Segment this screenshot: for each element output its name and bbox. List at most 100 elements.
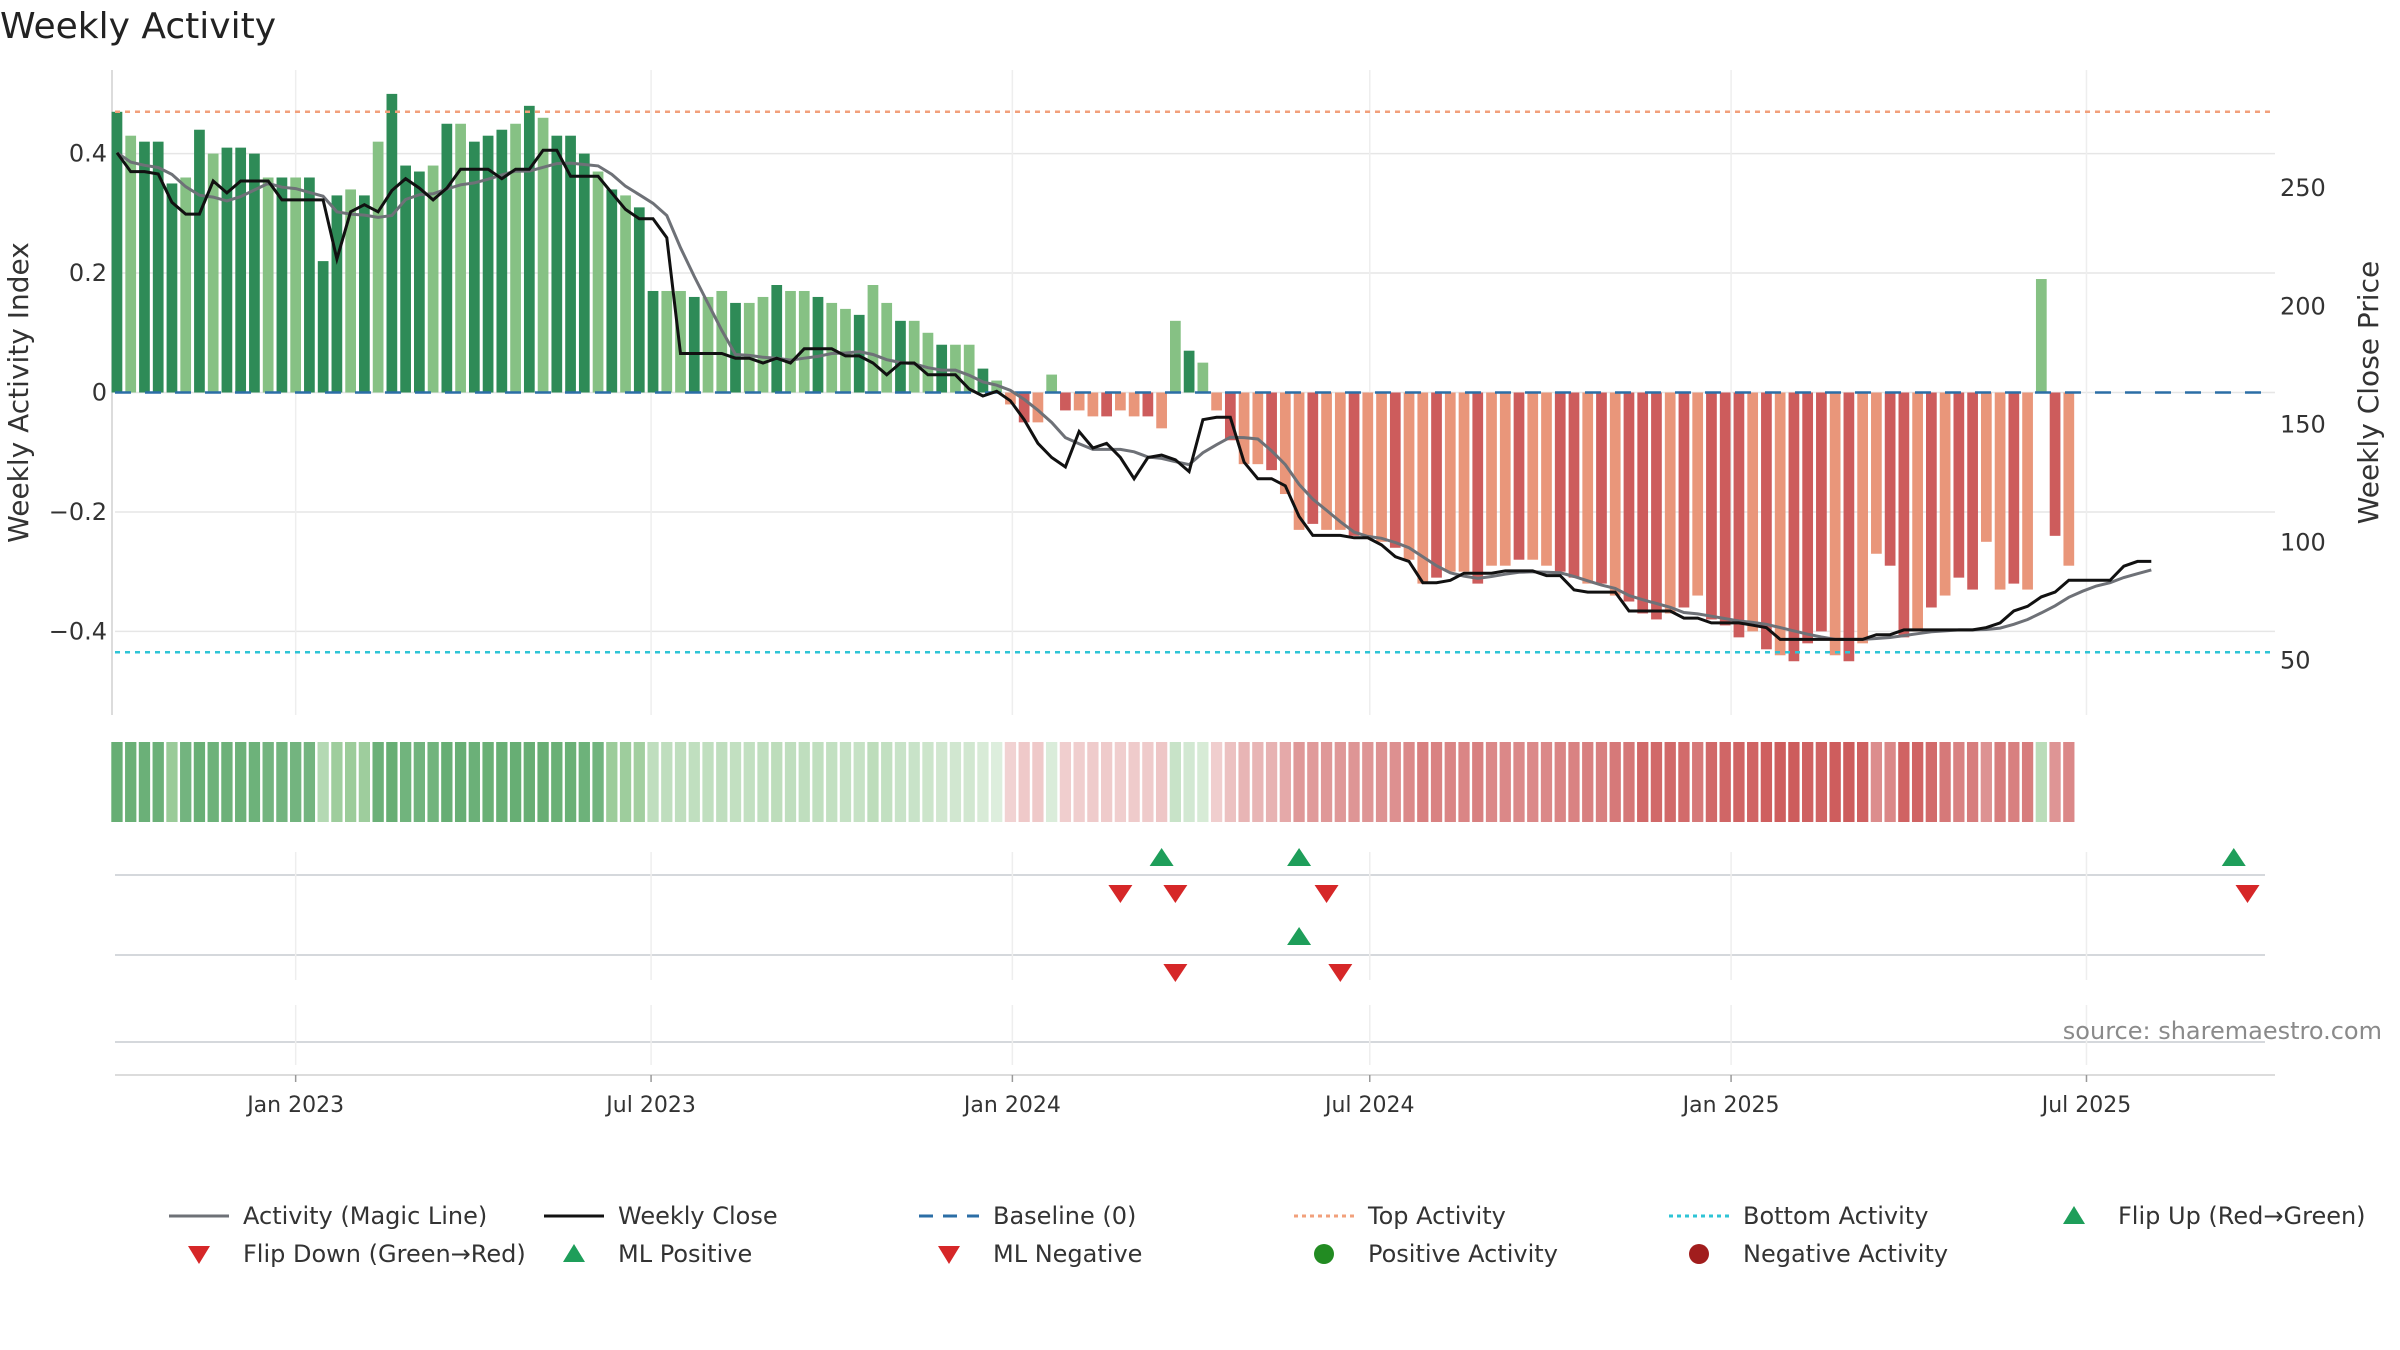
activity-bar (1403, 392, 1415, 560)
activity-bar (1706, 392, 1717, 620)
heat-strip-cell (1857, 742, 1869, 822)
activity-bar (1334, 392, 1346, 530)
activity-bar (1829, 392, 1841, 656)
heat-strip-cell (1843, 742, 1855, 822)
activity-bar (771, 285, 783, 393)
heat-strip-cell (977, 742, 989, 822)
activity-bar (345, 189, 356, 393)
activity-bar (194, 129, 205, 393)
chart-title: Weekly Activity (0, 6, 276, 47)
heat-strip-cell (798, 742, 810, 822)
activity-bar (400, 165, 411, 393)
heat-strip-cell (468, 742, 480, 822)
heat-strip-cell (1980, 742, 1992, 822)
heat-strip-cell (276, 742, 288, 822)
weekly-close-line (115, 148, 2152, 641)
heat-strip-cell (1650, 742, 1663, 822)
activity-bar (276, 177, 288, 393)
activity-bar (633, 207, 645, 393)
activity-bar (1431, 392, 1442, 578)
heat-strip-cell (496, 742, 508, 822)
activity-bar (1871, 392, 1882, 554)
heat-strip-cell (743, 742, 755, 822)
activity-bar (166, 183, 178, 393)
activity-bar (1747, 392, 1759, 632)
heat-strip-accent (454, 742, 467, 822)
heat-strip-cell (1046, 742, 1058, 822)
activity-bar (2008, 392, 2020, 584)
legend-item-positive-activity: Positive Activity (1290, 1236, 1558, 1272)
heat-strip-accent (386, 742, 398, 822)
dot-cyan-icon (1669, 1214, 1729, 1218)
heat-strip-accent (1719, 742, 1731, 822)
activity-bar (1018, 392, 1030, 423)
activity-bar (1348, 392, 1360, 536)
activity-bar (1651, 392, 1662, 620)
heat-strip-cell (1994, 742, 2006, 822)
ml-negative-marker (1163, 964, 1188, 982)
dot-orange-icon (1294, 1214, 1354, 1218)
x-tick-label: Jan 2023 (245, 1093, 344, 1118)
heat-strip-cell (399, 742, 412, 822)
y-right-tick-label: 200 (2280, 292, 2326, 320)
heat-strip-cell (839, 742, 852, 822)
activity-bar (963, 344, 975, 393)
dash-blue-icon (919, 1214, 979, 1218)
heat-strip-cell (441, 742, 453, 822)
activity-bar (1912, 392, 1923, 632)
heat-strip-cell (386, 742, 398, 822)
legend-label: ML Negative (993, 1240, 1143, 1268)
heat-strip-cell (1870, 742, 1883, 822)
legend-item-flip-up: Flip Up (Red→Green) (2040, 1198, 2366, 1234)
heat-strip-cell (1898, 742, 1910, 822)
activity-bar (1293, 392, 1305, 530)
heat-strip-accent (523, 742, 535, 822)
heat-strip-cell (674, 742, 687, 822)
heat-strip-accent (482, 742, 494, 822)
activity-bar (895, 320, 906, 393)
heat-strip-cell (2063, 742, 2075, 822)
heat-strip-cell (152, 742, 164, 822)
heat-strip-cell (1169, 742, 1181, 822)
heat-strip-cell (1609, 742, 1621, 822)
heat-strip-accent (111, 742, 123, 822)
heat-strip-cell (523, 742, 535, 822)
x-tick-label: Jul 2024 (1323, 1093, 1415, 1118)
activity-bar (1197, 362, 1209, 393)
heat-strip-cell (908, 742, 920, 822)
heat-strip-cell (1911, 742, 1924, 822)
heat-strip-cell (1925, 742, 1937, 822)
activity-bar (537, 117, 549, 393)
heat-strip-accent (303, 742, 316, 822)
activity-bar (867, 285, 879, 393)
y-right-tick-label: 100 (2280, 529, 2326, 557)
heat-strip-cell (1183, 742, 1195, 822)
activity-bar (1087, 392, 1099, 417)
activity-bar (1046, 374, 1058, 393)
activity-bar (1238, 392, 1250, 465)
heat-strip-accent (207, 742, 219, 822)
activity-bar (1609, 392, 1621, 596)
activity-bar (1719, 392, 1731, 626)
heat-strip-cell (1815, 742, 1828, 822)
activity-bar (1541, 392, 1552, 566)
activity-bar (1953, 392, 1965, 578)
activity-bar (908, 320, 920, 393)
heat-strip-cell (207, 742, 219, 822)
legend-item-top-activity: Top Activity (1290, 1198, 1506, 1234)
activity-bar (1582, 392, 1594, 584)
heat-strip-accent (1650, 742, 1663, 822)
activity-bar (414, 171, 425, 393)
heat-strip-cell (1939, 742, 1951, 822)
heat-strip-accent (413, 742, 425, 822)
heat-strip-accent (193, 742, 206, 822)
x-tick-label: Jul 2025 (2040, 1093, 2132, 1118)
heat-strip-accent (427, 742, 439, 822)
heat-strip-cell (1265, 742, 1278, 822)
heat-strip-cell (1252, 742, 1264, 822)
heat-strip-cell (578, 742, 590, 822)
activity-bar (1032, 392, 1044, 423)
y-right-tick-label: 50 (2280, 647, 2311, 675)
heat-strip-cell (936, 742, 948, 822)
heat-strip-accent (138, 742, 151, 822)
